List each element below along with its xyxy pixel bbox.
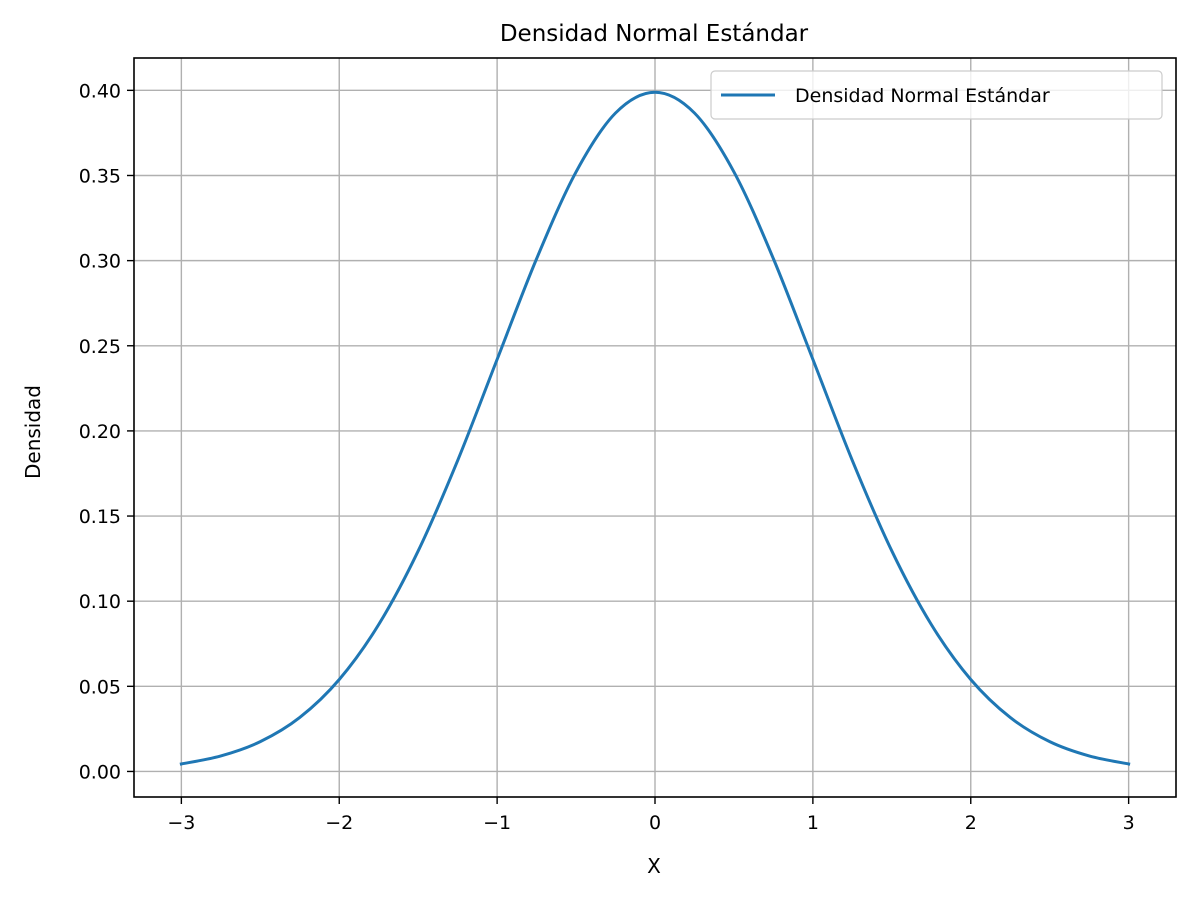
y-tick-label: 0.25: [79, 336, 121, 358]
y-tick-label: 0.35: [79, 165, 121, 187]
x-tick-label: −1: [483, 812, 511, 834]
legend: Densidad Normal Estándar: [710, 70, 1163, 120]
y-tick-label: 0.20: [79, 421, 121, 443]
y-tick-label: 0.40: [79, 80, 121, 102]
y-tick-label: 0.05: [79, 676, 121, 698]
x-tick-label: 0: [649, 812, 661, 834]
grid: [134, 58, 1176, 797]
x-axis: −3 −2 −1 0 1 2 3: [167, 797, 1135, 834]
x-tick-label: 3: [1123, 812, 1135, 834]
x-tick-label: −2: [325, 812, 353, 834]
y-tick-label: 0.30: [79, 251, 121, 273]
y-axis: 0.00 0.05 0.10 0.15 0.20 0.25 0.30 0.35 0.40: [79, 80, 134, 783]
y-tick-label: 0.15: [79, 506, 121, 528]
y-axis-label: Densidad: [21, 385, 45, 479]
chart-title: Densidad Normal Estándar: [500, 21, 809, 47]
series-line-0: [179, 90, 1131, 766]
legend-box: [710, 70, 1163, 120]
legend-label: Densidad Normal Estándar: [795, 85, 1050, 107]
x-tick-label: 2: [965, 812, 977, 834]
x-axis-label: X: [647, 854, 661, 878]
y-tick-label: 0.10: [79, 591, 121, 613]
x-tick-label: −3: [167, 812, 195, 834]
x-tick-label: 1: [807, 812, 819, 834]
y-tick-label: 0.00: [79, 761, 121, 783]
series-layer: [179, 90, 1131, 766]
